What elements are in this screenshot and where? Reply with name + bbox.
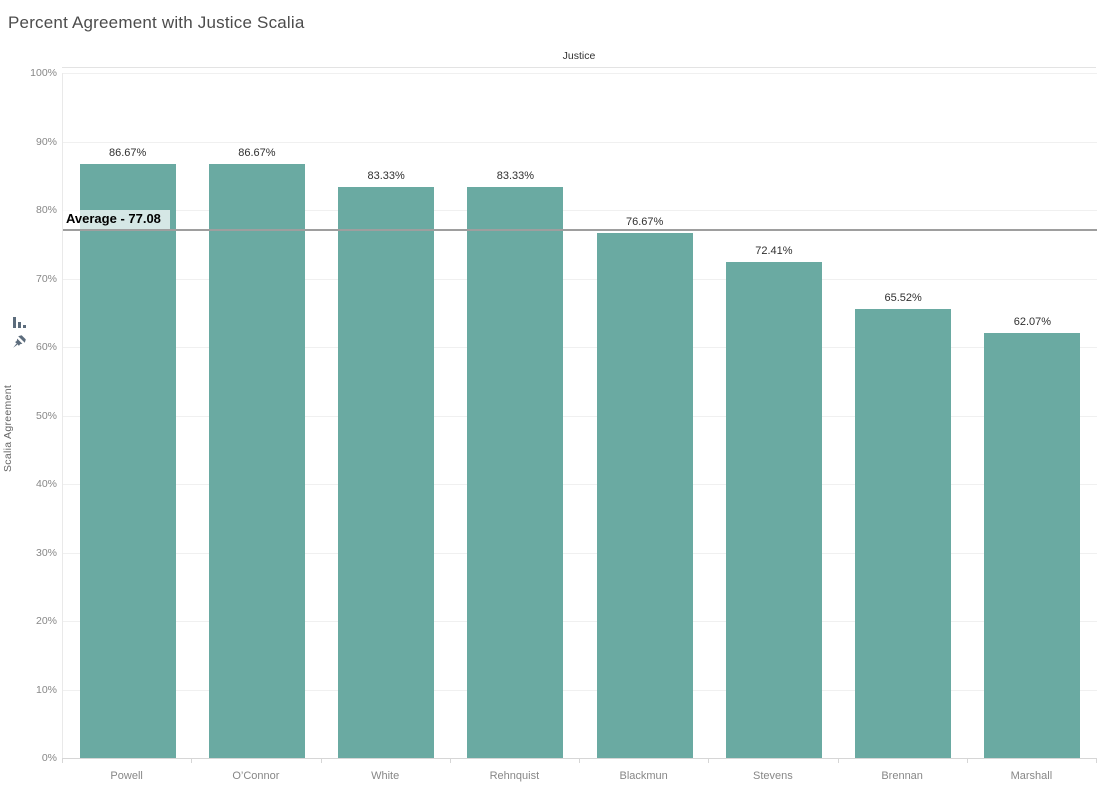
gridline: [63, 141, 1097, 143]
x-axis-tick: [1096, 758, 1097, 763]
x-category-label[interactable]: Stevens: [753, 770, 793, 782]
x-axis-tick: [62, 758, 63, 763]
gridline: [63, 621, 1097, 622]
bar-value-label: 76.67%: [625, 215, 664, 228]
header-divider: [62, 67, 1096, 68]
gridline: [63, 689, 1097, 691]
bar-value-label: 83.33%: [367, 170, 405, 183]
x-category-label[interactable]: Rehnquist: [489, 770, 540, 782]
y-tick-label: 100%: [30, 67, 57, 79]
y-tick-label: 30%: [35, 546, 57, 559]
x-axis-tick: [966, 758, 968, 763]
bar-value-label: 65.52%: [884, 292, 922, 305]
x-axis-tick: [579, 758, 580, 763]
x-category-label[interactable]: Marshall: [1010, 770, 1053, 782]
sort-descending-icon[interactable]: [12, 316, 32, 331]
bar-blackmun[interactable]: [596, 232, 693, 758]
x-axis-tick: [191, 758, 193, 763]
x-category-label[interactable]: White: [371, 770, 400, 782]
y-tick-label: 80%: [35, 204, 57, 216]
bar-stevens[interactable]: [725, 262, 822, 758]
x-category-label[interactable]: O’Connor: [232, 770, 280, 782]
gridline: [63, 552, 1097, 554]
x-axis-tick: [837, 758, 839, 763]
bar-powell[interactable]: [79, 164, 176, 758]
y-axis-title: Scalia Agreement: [2, 384, 14, 472]
y-tick-label: 40%: [35, 478, 57, 490]
x-axis-tick: [708, 758, 710, 763]
x-category-label[interactable]: Powell: [110, 770, 143, 782]
bar-value-label: 86.67%: [108, 147, 147, 160]
x-category-label[interactable]: Blackmun: [619, 770, 668, 782]
gridline: [63, 73, 1097, 74]
y-tick-label: 10%: [35, 683, 57, 696]
gridline: [63, 210, 1097, 211]
bar-marshall[interactable]: [984, 332, 1081, 758]
axis-controls: [12, 316, 32, 349]
bar-value-label: 83.33%: [496, 170, 535, 183]
gridline: [63, 347, 1097, 348]
bar-value-label: 72.41%: [755, 244, 793, 257]
x-axis-tick: [449, 758, 451, 763]
x-axis-tick: [320, 758, 322, 763]
average-reference-line[interactable]: [63, 229, 1097, 231]
bar-brennan[interactable]: [855, 309, 952, 758]
column-field-label: Justice: [562, 50, 596, 62]
chart-title: Percent Agreement with Justice Scalia: [8, 13, 305, 32]
bar-white[interactable]: [338, 187, 435, 758]
average-line-label: Average - 77.08: [63, 210, 170, 230]
y-tick-label: 90%: [35, 135, 57, 148]
bar-oconnor[interactable]: [208, 164, 305, 758]
y-tick-label: 70%: [35, 272, 57, 285]
bar-rehnquist[interactable]: [467, 187, 564, 758]
gridline: [63, 484, 1097, 485]
y-tick-label: 50%: [35, 409, 57, 422]
gridline: [63, 415, 1097, 417]
x-category-label[interactable]: Brennan: [881, 770, 923, 782]
bar-value-label: 86.67%: [238, 147, 276, 160]
y-tick-label: 0%: [41, 752, 57, 764]
y-tick-label: 60%: [35, 341, 57, 353]
pin-icon[interactable]: [12, 334, 32, 349]
y-tick-label: 20%: [35, 615, 57, 627]
gridline: [63, 278, 1097, 280]
plot-area: 86.67% 86.67% 83.33% 83.33% 76.67% 72.41% 65.5…: [62, 73, 1097, 759]
bar-value-label: 62.07%: [1013, 315, 1052, 328]
